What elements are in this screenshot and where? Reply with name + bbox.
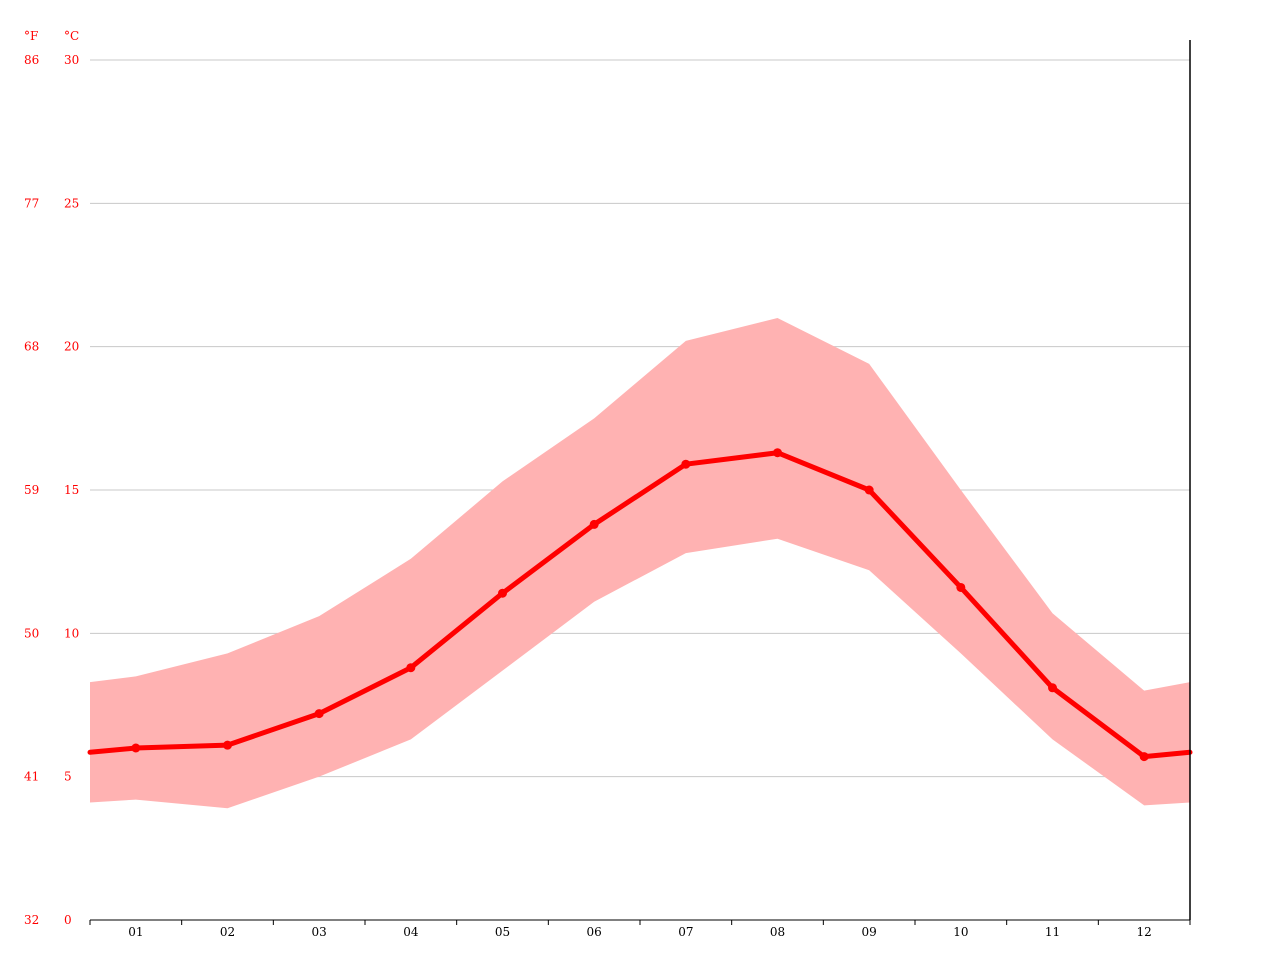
y-tick-label-celsius: 20 (64, 340, 79, 354)
y-tick-label-celsius: 30 (64, 53, 79, 67)
x-tick-label: 08 (770, 925, 785, 939)
y-tick-label-celsius: 15 (64, 483, 79, 497)
data-point (956, 582, 966, 592)
axes (89, 40, 1191, 925)
mean-line-series (87, 448, 1193, 762)
y-tick-label-fahrenheit: 86 (24, 53, 39, 67)
y-tick-label-celsius: 25 (64, 196, 79, 210)
x-tick-label: 01 (128, 925, 143, 939)
x-tick-label: 09 (862, 925, 877, 939)
data-point (773, 448, 782, 458)
y-tick-label-celsius: 5 (64, 770, 72, 784)
data-point (314, 709, 324, 719)
unit-label-celsius: °C (64, 29, 79, 43)
data-point (681, 459, 691, 469)
y-tick-label-celsius: 0 (64, 913, 72, 927)
data-point (498, 588, 507, 598)
x-tick-label: 10 (953, 925, 968, 939)
data-point (1048, 683, 1057, 693)
mean-line (87, 450, 1193, 760)
range-band (90, 318, 1190, 809)
data-point (589, 519, 599, 529)
data-point (131, 743, 141, 753)
y-tick-label-celsius: 10 (64, 626, 79, 640)
data-point (1139, 752, 1149, 762)
data-point (406, 663, 416, 673)
axis-labels: °F °C 0 32 5 41 10 50 15 59 20 68 25 77 30 86 01 02 03 04… (24, 29, 1152, 939)
y-tick-label-fahrenheit: 68 (24, 340, 39, 354)
data-point (223, 740, 232, 750)
data-point (864, 485, 874, 495)
y-tick-label-fahrenheit: 50 (24, 626, 39, 640)
y-tick-label-fahrenheit: 32 (24, 913, 39, 927)
x-tick-label: 07 (678, 925, 693, 939)
x-tick-label: 11 (1045, 925, 1060, 939)
x-tick-label: 03 (312, 925, 327, 939)
y-tick-label-fahrenheit: 77 (24, 196, 39, 210)
x-tick-label: 12 (1137, 925, 1152, 939)
x-tick-label: 02 (220, 925, 235, 939)
x-tick-label: 06 (587, 925, 602, 939)
x-tick-label: 05 (495, 925, 510, 939)
y-tick-label-fahrenheit: 41 (24, 770, 39, 784)
x-tick-label: 04 (403, 925, 419, 939)
unit-label-fahrenheit: °F (24, 29, 38, 43)
y-tick-label-fahrenheit: 59 (24, 483, 39, 497)
range-band-area (90, 318, 1190, 809)
